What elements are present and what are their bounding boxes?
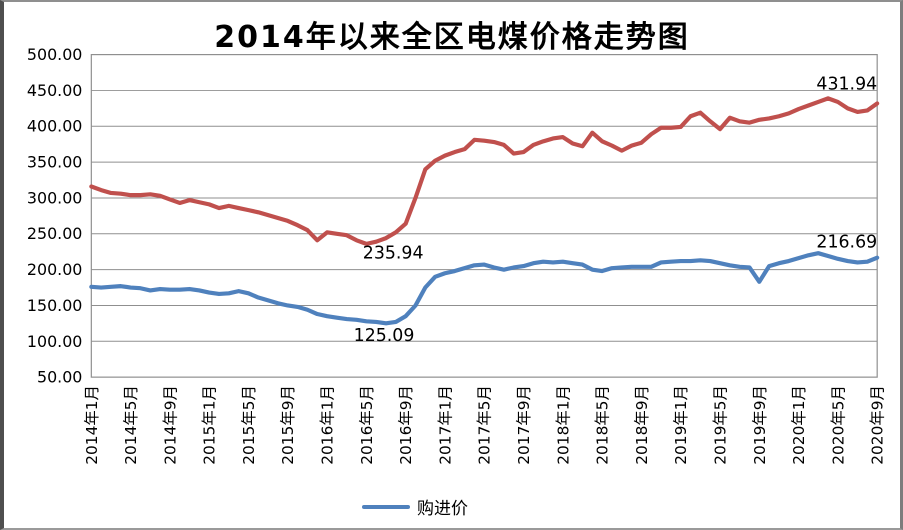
x-tick-label: 2015年1月 [201,385,219,465]
x-tick-label: 2018年5月 [594,385,612,465]
x-tick-label: 2018年9月 [633,385,651,465]
data-label: 216.69 [816,233,877,253]
data-label: 125.09 [354,326,415,346]
legend: 购进价 [362,494,468,519]
plot-border [90,54,878,378]
x-tick-label: 2014年5月 [122,385,140,465]
y-tick-label: 200.00 [27,260,82,279]
x-tick-label: 2020年5月 [829,385,847,465]
y-tick-label: 300.00 [27,188,82,207]
y-tick-label: 450.00 [27,81,82,100]
y-tick-label: 400.00 [27,117,82,136]
data-label: 431.94 [816,74,877,94]
x-tick-label: 2016年1月 [319,385,337,465]
x-tick-label: 2020年1月 [790,385,808,465]
x-tick-label: 2017年9月 [515,385,533,465]
data-label: 235.94 [363,244,424,264]
legend-line-sample [362,504,410,509]
x-tick-label: 2019年9月 [751,385,769,465]
y-tick-label: 500.00 [27,45,82,64]
price-trend-chart: 500.00 450.00 400.00 350.00 300.00 250.00 200.… [27,45,887,465]
x-tick-label: 2019年5月 [711,385,729,465]
x-tick-label: 2016年5月 [358,385,376,465]
x-tick-label: 2019年1月 [672,385,690,465]
series-line-1 [89,251,880,326]
y-tick-label: 350.00 [27,153,82,172]
y-tick-label: 50.00 [37,368,82,387]
x-tick-label: 2015年5月 [240,385,258,465]
x-tick-label: 2014年9月 [161,385,179,465]
legend-label: 购进价 [417,499,468,519]
y-tick-label: 250.00 [27,224,82,243]
x-tick-label: 2018年1月 [554,385,572,465]
x-tick-label: 2014年1月 [83,385,101,465]
x-tick-label: 2016年9月 [397,385,415,465]
x-tick-label: 2017年1月 [436,385,454,465]
x-tick-label: 2017年5月 [476,385,494,465]
y-tick-label: 150.00 [27,296,82,315]
y-tick-label: 100.00 [27,332,82,351]
x-tick-label: 2020年9月 [869,385,887,465]
x-tick-label: 2015年9月 [279,385,297,465]
series-line-0 [89,96,880,246]
